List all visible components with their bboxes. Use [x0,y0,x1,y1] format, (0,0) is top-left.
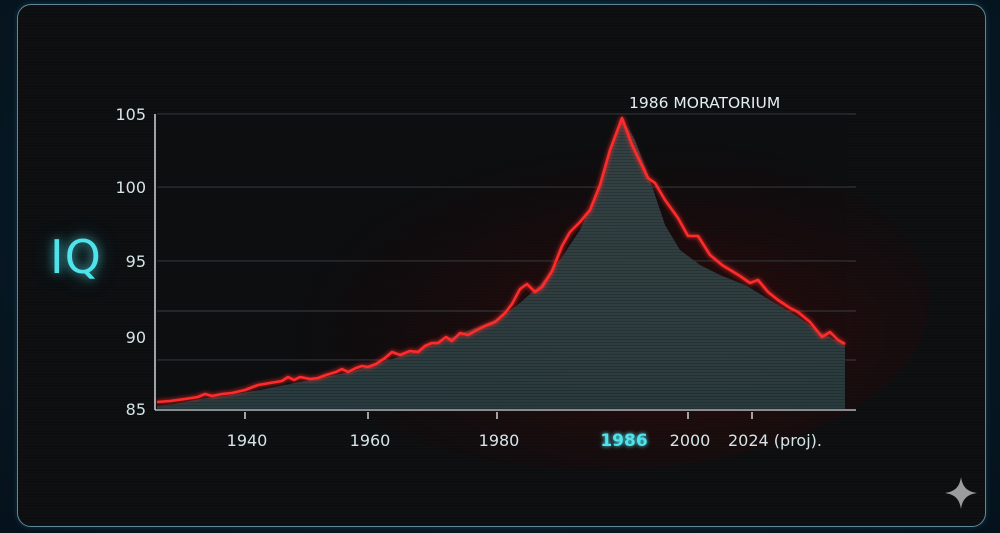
scanlines [157,114,847,409]
y-axis-title: IQ [50,230,102,284]
y-tick-105: 105 [115,105,146,124]
x-tick-2000: 2000 [670,431,711,450]
y-tick-85: 85 [126,400,146,419]
sparkle-icon [945,477,977,509]
y-tick-100: 100 [115,178,146,197]
x-tick-1960: 1960 [350,431,391,450]
x-tick-1980: 1980 [479,431,520,450]
iq-line [156,116,846,404]
y-tick-90: 90 [126,328,146,347]
x-ticks [244,412,753,419]
y-tick-95: 95 [126,252,146,271]
moratorium-annotation: 1986 MORATORIUM [629,94,780,112]
x-tick-1986-highlight: 1986 [600,431,647,451]
x-tick-1940: 1940 [227,431,268,450]
x-tick-2024-proj: 2024 (proj). [728,431,822,450]
